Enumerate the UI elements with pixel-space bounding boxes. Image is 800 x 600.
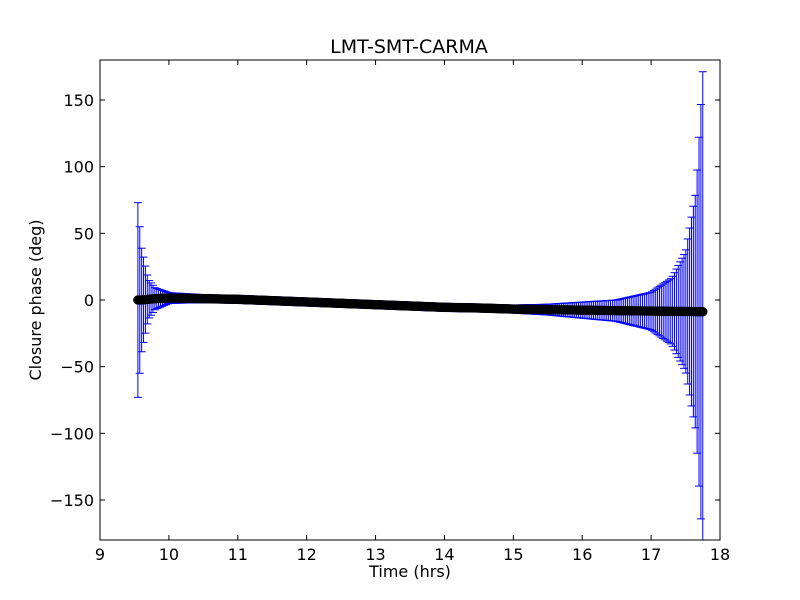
x-tick-label: 17 (641, 545, 661, 564)
y-axis-label: Closure phase (deg) (26, 219, 45, 380)
x-tick-label: 16 (572, 545, 592, 564)
y-tick-label: −50 (60, 358, 94, 377)
data-point (698, 306, 708, 317)
x-axis-label: Time (hrs) (368, 562, 451, 581)
y-tick-label: 0 (84, 291, 94, 310)
data-points (133, 293, 708, 317)
x-tick-label: 13 (365, 545, 385, 564)
x-tick-label: 18 (710, 545, 730, 564)
y-axis: −150 −100 −50 0 50 100 150 (50, 91, 720, 510)
x-axis: 9 10 11 12 13 14 15 16 17 18 (95, 60, 730, 564)
y-tick-label: 50 (74, 224, 94, 243)
y-tick-label: −100 (50, 424, 94, 443)
x-tick-label: 10 (159, 545, 179, 564)
y-tick-label: 150 (63, 91, 94, 110)
y-tick-label: 100 (63, 158, 94, 177)
chart-title: LMT-SMT-CARMA (330, 36, 488, 58)
x-tick-label: 12 (296, 545, 316, 564)
plot-content (133, 71, 708, 540)
x-tick-label: 9 (95, 545, 105, 564)
x-tick-label: 14 (434, 545, 454, 564)
x-tick-label: 11 (228, 545, 248, 564)
x-tick-label: 15 (503, 545, 523, 564)
y-tick-label: −150 (50, 491, 94, 510)
